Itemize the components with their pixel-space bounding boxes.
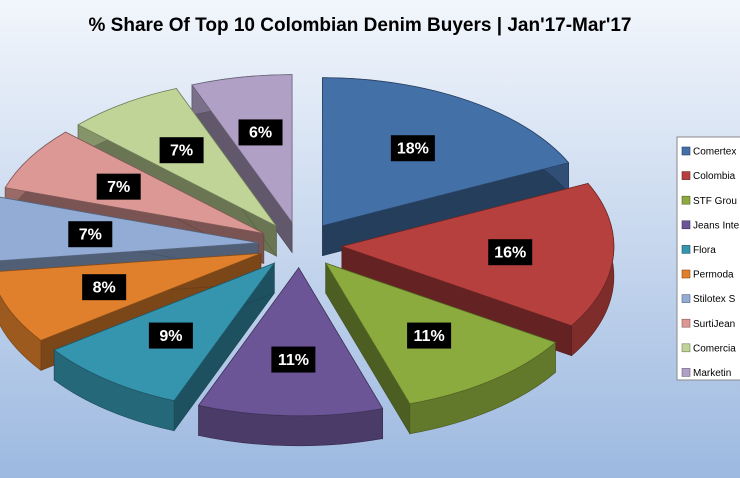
legend-label: Flora xyxy=(693,245,716,256)
legend-label: Comertex xyxy=(693,147,736,158)
data-label-box xyxy=(407,322,452,349)
data-labels: 18% 16% 11% 11% 9% 8% 7% 7% 7% 6% xyxy=(68,119,533,373)
data-label: 7% xyxy=(79,226,102,243)
legend-label: SurtiJean xyxy=(693,319,735,330)
data-label-box xyxy=(390,135,435,162)
legend-swatch xyxy=(681,220,691,230)
legend-label: Marketin xyxy=(693,368,731,379)
chart-title: % Share Of Top 10 Colombian Denim Buyers… xyxy=(89,15,632,36)
legend-swatch xyxy=(681,294,691,303)
legend-swatch xyxy=(681,171,691,180)
legend-swatch xyxy=(681,245,691,254)
legend-swatch xyxy=(681,269,691,279)
slice xyxy=(0,196,259,261)
data-label: 11% xyxy=(414,328,445,345)
data-label-box xyxy=(488,239,533,266)
legend-label: Stilotex S xyxy=(693,294,736,305)
data-label: 8% xyxy=(93,279,116,296)
slice xyxy=(197,267,384,417)
data-label-box xyxy=(82,274,127,301)
legend-swatch xyxy=(681,195,691,205)
data-label-box xyxy=(96,173,141,200)
legend-swatch xyxy=(681,318,691,328)
data-label: 16% xyxy=(494,244,526,261)
data-label: 9% xyxy=(159,328,182,345)
data-label-box xyxy=(68,221,113,248)
legend: Comertex Colombia STF Grou Jeans Inte Flora P… xyxy=(676,136,740,381)
slice xyxy=(322,77,570,227)
legend-label: STF Grou xyxy=(693,196,737,207)
legend-label: Jeans Inte xyxy=(693,220,740,231)
slice xyxy=(191,74,293,224)
data-label: 7% xyxy=(107,179,130,196)
data-label: 11% xyxy=(278,352,309,369)
data-label: 6% xyxy=(249,125,272,142)
data-label-box xyxy=(238,119,283,146)
slice xyxy=(0,253,262,341)
data-label-box xyxy=(159,137,204,164)
legend-label: Colombia xyxy=(693,171,736,182)
data-label-box xyxy=(148,322,193,349)
legend-swatch xyxy=(681,343,691,353)
data-label-box xyxy=(271,346,316,373)
legend-label: Permoda xyxy=(693,270,734,281)
slice xyxy=(340,182,615,327)
legend-swatch xyxy=(681,146,691,156)
legend-label: Comercia xyxy=(693,343,736,354)
legend-swatch xyxy=(681,368,691,377)
data-label: 7% xyxy=(170,142,193,159)
data-label: 18% xyxy=(397,140,429,157)
pie xyxy=(0,74,615,447)
